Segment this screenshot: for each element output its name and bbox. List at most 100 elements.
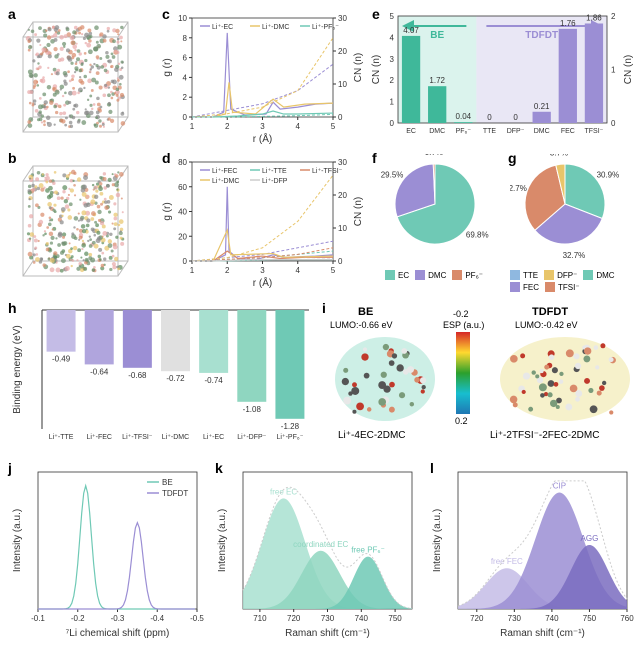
svg-text:4: 4 — [390, 33, 395, 42]
svg-text:DMC: DMC — [534, 128, 550, 135]
svg-text:4: 4 — [296, 266, 301, 275]
svg-text:80: 80 — [178, 158, 187, 167]
chart-c: 1234502468100102030r (Å)g (r)CN (n)Li⁺-E… — [160, 10, 365, 145]
svg-text:Raman shift (cm⁻¹): Raman shift (cm⁻¹) — [285, 628, 370, 639]
svg-text:1: 1 — [611, 66, 616, 75]
svg-text:TDFDT: TDFDT — [162, 489, 188, 498]
esp-label: ESP (a.u.) — [443, 320, 484, 330]
svg-text:Li⁺-DFP⁻: Li⁺-DFP⁻ — [237, 434, 266, 441]
svg-text:Li⁺-DMC: Li⁺-DMC — [262, 24, 289, 31]
esp-bot: 0.2 — [455, 416, 468, 426]
svg-text:r (Å): r (Å) — [253, 276, 272, 289]
panel-label-f: f — [372, 150, 377, 166]
svg-text:0: 0 — [338, 257, 343, 266]
svg-text:g (r): g (r) — [162, 58, 173, 76]
svg-text:free PF₆⁻: free PF₆⁻ — [351, 546, 385, 555]
svg-text:8: 8 — [183, 34, 188, 43]
svg-text:0: 0 — [487, 113, 492, 122]
svg-text:Li⁺-TFSI⁻: Li⁺-TFSI⁻ — [122, 434, 153, 441]
svg-text:0.21: 0.21 — [534, 102, 550, 111]
svg-text:⁷Li chemical shift (ppm): ⁷Li chemical shift (ppm) — [66, 628, 170, 639]
svg-text:5: 5 — [390, 12, 395, 21]
svg-text:Li⁺-TFSI⁻: Li⁺-TFSI⁻ — [312, 168, 343, 175]
svg-text:Li⁺-DMC: Li⁺-DMC — [162, 434, 189, 441]
svg-text:CN (n): CN (n) — [623, 55, 634, 84]
svg-text:60: 60 — [178, 183, 187, 192]
svg-text:710: 710 — [253, 614, 267, 623]
chart-k: 710720730740750Raman shift (cm⁻¹)Intensi… — [215, 464, 420, 639]
svg-text:2: 2 — [225, 266, 230, 275]
svg-text:TTE: TTE — [483, 128, 497, 135]
i-right-bottom: Li⁺-2TFSI⁻-2FEC-2DMC — [490, 430, 599, 441]
svg-text:Intensity (a.u.): Intensity (a.u.) — [217, 509, 228, 572]
svg-text:FEC: FEC — [561, 128, 575, 135]
pie-g: 30.9%32.7%32.7%3.7% — [510, 154, 630, 269]
i-right-title: TDFDT — [532, 306, 568, 318]
svg-text:730: 730 — [321, 614, 335, 623]
chart-l: 720730740750760Raman shift (cm⁻¹)Intensi… — [430, 464, 635, 639]
svg-text:2: 2 — [183, 93, 188, 102]
svg-text:32.7%: 32.7% — [510, 184, 527, 193]
svg-text:Binding energy (eV): Binding energy (eV) — [12, 325, 23, 413]
svg-text:TFSI⁻: TFSI⁻ — [585, 128, 604, 135]
svg-text:1: 1 — [390, 98, 395, 107]
pie-f: 69.8%29.5%0.7% — [380, 154, 500, 269]
svg-text:2: 2 — [225, 122, 230, 131]
svg-text:-0.3: -0.3 — [111, 614, 125, 623]
svg-text:4.07: 4.07 — [403, 26, 419, 35]
svg-text:-1.08: -1.08 — [243, 405, 262, 414]
svg-text:29.5%: 29.5% — [381, 171, 404, 180]
svg-text:720: 720 — [470, 614, 484, 623]
svg-text:1: 1 — [190, 122, 195, 131]
i-left-bottom: Li⁺-4EC-2DMC — [338, 430, 406, 441]
svg-text:720: 720 — [287, 614, 301, 623]
svg-text:Li⁺-EC: Li⁺-EC — [203, 434, 224, 441]
svg-text:20: 20 — [178, 232, 187, 241]
legend-g: TTEDFP⁻DMCFECTFSI⁻ — [510, 270, 635, 294]
svg-text:30: 30 — [338, 14, 347, 23]
svg-text:BE: BE — [430, 30, 444, 41]
svg-text:3: 3 — [390, 55, 395, 64]
svg-text:free FEC: free FEC — [491, 557, 523, 566]
i-right-mol — [495, 332, 635, 427]
svg-text:Li⁺-PF₆⁻: Li⁺-PF₆⁻ — [312, 24, 339, 31]
svg-text:-0.64: -0.64 — [90, 367, 109, 376]
svg-text:5: 5 — [331, 122, 336, 131]
svg-text:CN (n): CN (n) — [371, 55, 382, 84]
svg-text:740: 740 — [355, 614, 369, 623]
svg-text:10: 10 — [338, 80, 347, 89]
svg-text:730: 730 — [508, 614, 522, 623]
svg-text:2: 2 — [390, 76, 395, 85]
svg-text:Li⁺-FEC: Li⁺-FEC — [212, 168, 237, 175]
svg-text:750: 750 — [583, 614, 597, 623]
i-right-sub: LUMO:-0.42 eV — [515, 320, 578, 330]
svg-text:1.72: 1.72 — [429, 76, 445, 85]
svg-text:PF₆⁻: PF₆⁻ — [456, 128, 472, 135]
esp-top: -0.2 — [453, 309, 469, 319]
svg-text:-0.72: -0.72 — [166, 374, 185, 383]
svg-text:0: 0 — [338, 113, 343, 122]
svg-text:coordinated EC: coordinated EC — [293, 540, 348, 549]
svg-text:CN (n): CN (n) — [353, 53, 364, 82]
svg-text:40: 40 — [178, 208, 187, 217]
svg-text:69.8%: 69.8% — [466, 230, 489, 239]
svg-text:r (Å): r (Å) — [253, 132, 272, 145]
chart-d: 123450204060800102030r (Å)g (r)CN (n)Li⁺… — [160, 154, 365, 289]
svg-text:Li⁺-DFP: Li⁺-DFP — [262, 178, 288, 185]
panel-label-i: i — [322, 300, 326, 316]
svg-text:Li⁺-DMC: Li⁺-DMC — [212, 178, 239, 185]
esp-bar — [456, 332, 470, 414]
svg-text:5: 5 — [331, 266, 336, 275]
svg-text:AGG: AGG — [581, 534, 599, 543]
svg-text:Intensity (a.u.): Intensity (a.u.) — [432, 509, 443, 572]
svg-text:-1.28: -1.28 — [281, 422, 300, 431]
svg-text:760: 760 — [620, 614, 634, 623]
svg-text:CIP: CIP — [553, 482, 566, 491]
svg-text:20: 20 — [338, 191, 347, 200]
svg-text:-0.74: -0.74 — [205, 376, 224, 385]
i-left-title: BE — [358, 306, 373, 318]
svg-text:Li⁺-EC: Li⁺-EC — [212, 24, 233, 31]
svg-text:Li⁺-PF₆⁻: Li⁺-PF₆⁻ — [276, 434, 303, 441]
svg-text:3: 3 — [260, 122, 265, 131]
svg-text:10: 10 — [178, 14, 187, 23]
